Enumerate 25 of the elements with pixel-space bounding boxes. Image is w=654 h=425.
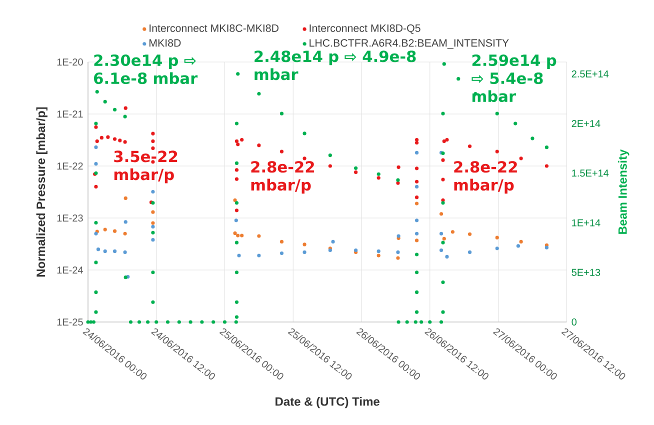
legend-label: LHC.BCTFR.A6R4.B2:BEAM_INTENSITY [310, 39, 509, 49]
legend-label: Interconnect MKI8C-MKI8D [150, 24, 279, 32]
legend-label: Interconnect MKI8D-Q5 [310, 24, 420, 34]
y-axis-title: Normalized Pressure [mbar/p] [36, 108, 48, 277]
legend-label: MKI8D [149, 39, 181, 47]
y2-tick-label: 1E+14 [572, 219, 600, 226]
annotation: 3.5e-22 mbar/p [114, 150, 178, 184]
y-tick-label: 1E-22 [57, 162, 83, 170]
y-tick-label: 1E-24 [57, 266, 83, 274]
y2-tick-label: 2.5E+14 [572, 70, 609, 78]
y2-tick-label: 2E+14 [572, 120, 600, 128]
y-tick-label: 1E-23 [57, 214, 83, 222]
y2-axis-title: Beam Intensity [618, 150, 630, 234]
y-tick-label: 1E-21 [57, 110, 83, 118]
annotation: 2.8e-22 mbar/p [454, 161, 517, 194]
y2-tick-label: 5E+13 [572, 269, 600, 276]
y-tick-label: 1E-25 [57, 318, 83, 326]
annotation: 2.59e14 p ⇨ 5.4e-8 mbar [472, 54, 556, 102]
annotation: 2.8e-22 mbar/p [251, 161, 314, 194]
annotation: 2.30e14 p ⇨ 6.1e-8 mbar [94, 54, 198, 84]
y2-tick-label: 0 [572, 318, 577, 326]
annotation: 2.48e14 p ⇨ 4.9e-8 mbar [254, 50, 416, 80]
y2-tick-label: 1.5E+14 [572, 170, 609, 177]
y-tick-label: 1E-20 [57, 58, 83, 66]
x-axis-title: Date & (UTC) Time [276, 397, 380, 408]
